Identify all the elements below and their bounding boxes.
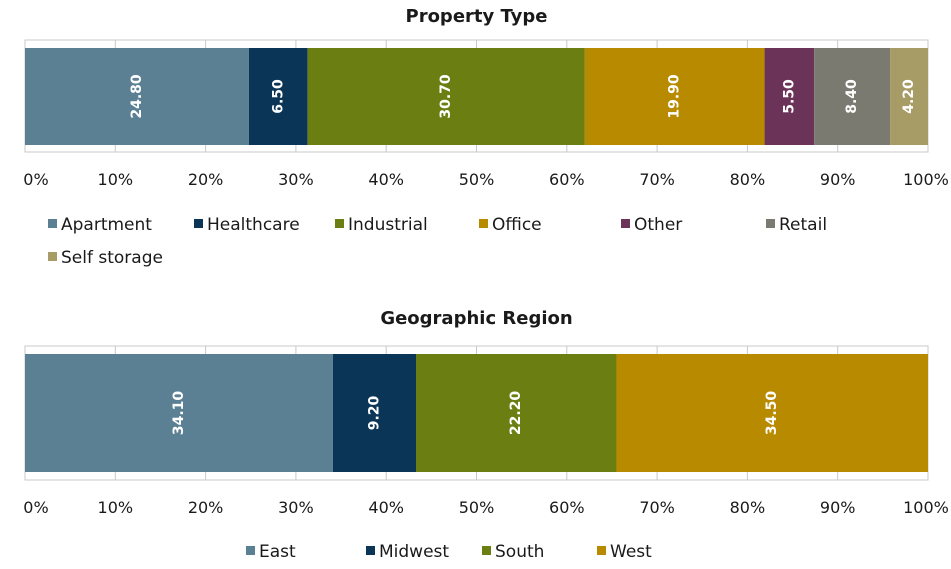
legend-item-apartment: Apartment [48, 215, 152, 235]
legend-label-midwest: Midwest [379, 542, 449, 562]
x-tick-label: 20% [188, 498, 224, 517]
legend-swatch-self-storage [48, 252, 57, 261]
geographic-region-title: Geographic Region [380, 308, 572, 329]
legend-swatch-west [597, 546, 606, 555]
x-tick-label: 20% [188, 170, 224, 189]
property-type-title: Property Type [406, 6, 548, 27]
x-tick-label: 60% [549, 170, 585, 189]
legend-item-retail: Retail [766, 215, 827, 235]
data-label-other: 5.50 [781, 79, 797, 114]
bar-segment-midwest [332, 354, 416, 472]
bar-segment-west [616, 354, 928, 472]
legend-swatch-office [479, 219, 488, 228]
data-label-east: 34.10 [171, 391, 187, 436]
x-tick-label: 60% [549, 498, 585, 517]
x-tick-label: 30% [278, 170, 314, 189]
legend-item-other: Other [621, 215, 682, 235]
legend-label-healthcare: Healthcare [207, 215, 300, 235]
legend-label-office: Office [492, 215, 542, 235]
legend-swatch-midwest [366, 546, 375, 555]
data-label-south: 22.20 [508, 391, 524, 436]
data-label-office: 19.90 [667, 74, 683, 119]
legend-label-self-storage: Self storage [61, 248, 163, 268]
x-tick-label: 30% [278, 498, 314, 517]
legend-label-other: Other [634, 215, 682, 235]
legend-item-self-storage: Self storage [48, 248, 163, 268]
x-tick-label: 100% [903, 170, 949, 189]
legend-label-south: South [495, 542, 544, 562]
bar-segment-healthcare [248, 48, 308, 145]
x-tick-label: 70% [639, 498, 675, 517]
data-label-west: 34.50 [764, 391, 780, 436]
bar-segment-self-storage [890, 48, 928, 145]
legend-label-apartment: Apartment [61, 215, 152, 235]
geographic-region-chart: Geographic Region 34.10 9.20 22.20 34.50 0% 10… [23, 308, 949, 562]
legend-label-industrial: Industrial [348, 215, 428, 235]
bar-segment-south [415, 354, 617, 472]
legend-item-office: Office [479, 215, 542, 235]
legend-item-east: East [246, 542, 296, 562]
bar-segment-industrial [307, 48, 585, 145]
bar-segment-east [25, 354, 333, 472]
legend-swatch-apartment [48, 219, 57, 228]
property-type-chart: Property Type 24.80 6.50 30.70 19.90 5.50 8.40… [23, 6, 949, 268]
x-tick-label: 50% [459, 170, 495, 189]
data-label-self-storage: 4.20 [901, 79, 917, 114]
x-tick-label: 40% [368, 498, 404, 517]
legend-item-midwest: Midwest [366, 542, 449, 562]
data-label-apartment: 24.80 [129, 74, 145, 119]
legend-swatch-other [621, 219, 630, 228]
legend-swatch-east [246, 546, 255, 555]
x-tick-label: 90% [820, 498, 856, 517]
legend-label-west: West [610, 542, 652, 562]
bar-segment-retail [814, 48, 891, 145]
legend-swatch-healthcare [194, 219, 203, 228]
data-label-healthcare: 6.50 [270, 79, 286, 114]
x-tick-label: 80% [730, 170, 766, 189]
legend-item-healthcare: Healthcare [194, 215, 300, 235]
bar-segment-apartment [25, 48, 249, 145]
x-tick-label: 0% [23, 170, 48, 189]
data-label-midwest: 9.20 [366, 395, 382, 430]
legend-label-east: East [259, 542, 296, 562]
x-tick-label: 50% [459, 498, 495, 517]
legend-swatch-south [482, 546, 491, 555]
x-tick-label: 10% [98, 498, 134, 517]
x-tick-label: 0% [23, 498, 48, 517]
x-tick-label: 100% [903, 498, 949, 517]
legend-item-west: West [597, 542, 652, 562]
legend-item-industrial: Industrial [335, 215, 428, 235]
data-label-retail: 8.40 [844, 79, 860, 114]
data-label-industrial: 30.70 [438, 74, 454, 119]
x-tick-label: 80% [730, 498, 766, 517]
x-tick-label: 90% [820, 170, 856, 189]
legend-item-south: South [482, 542, 544, 562]
legend-swatch-industrial [335, 219, 344, 228]
x-tick-label: 70% [639, 170, 675, 189]
legend-swatch-retail [766, 219, 775, 228]
x-tick-label: 10% [98, 170, 134, 189]
x-tick-label: 40% [368, 170, 404, 189]
bar-segment-office [584, 48, 765, 145]
legend-label-retail: Retail [779, 215, 827, 235]
bar-segment-other [764, 48, 815, 145]
